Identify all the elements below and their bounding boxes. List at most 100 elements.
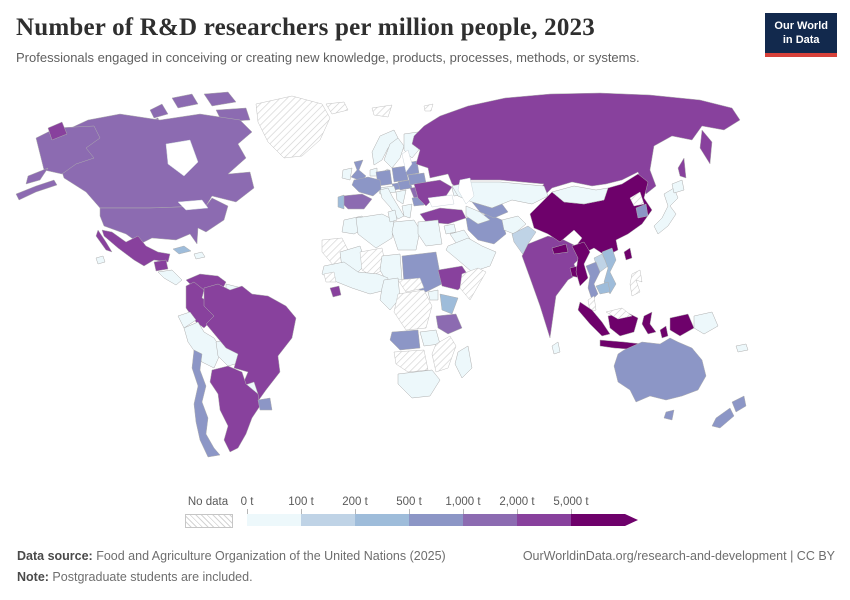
country-australia-tasmania[interactable] <box>663 409 675 421</box>
country-indonesia-sulawesi[interactable] <box>641 311 657 335</box>
country-zimbabwe-mozambique[interactable] <box>431 335 457 373</box>
country-algeria[interactable] <box>355 213 395 249</box>
country-ireland[interactable] <box>341 167 353 181</box>
country-russia[interactable] <box>411 92 741 197</box>
country-tunisia[interactable] <box>387 209 398 223</box>
country-kenya[interactable] <box>439 293 459 315</box>
country-cuba[interactable] <box>172 245 192 255</box>
country-somalia[interactable] <box>459 267 487 301</box>
data-source-line: Data source: Food and Agriculture Organi… <box>17 546 446 567</box>
country-chile[interactable] <box>191 349 221 458</box>
country-greece[interactable] <box>401 203 413 219</box>
country-indonesia-maluku[interactable] <box>659 325 669 339</box>
country-alaska[interactable] <box>25 167 49 185</box>
country-canada[interactable] <box>55 113 255 209</box>
owid-logo-line2: in Data <box>782 33 820 46</box>
legend-bin-swatch[interactable] <box>355 514 409 526</box>
country-mexico-baja[interactable] <box>95 229 113 253</box>
country-angola[interactable] <box>389 329 421 351</box>
legend-bin-swatch[interactable] <box>571 514 625 526</box>
country-svalbard[interactable] <box>371 104 393 118</box>
country-philippines[interactable] <box>629 269 643 297</box>
country-poland[interactable] <box>391 165 409 183</box>
country-greenland[interactable] <box>255 95 331 159</box>
country-uruguay[interactable] <box>257 397 273 411</box>
legend-bin-swatch[interactable] <box>517 514 571 526</box>
legend-color-bar[interactable] <box>247 514 638 526</box>
country-russia-sakhalin[interactable] <box>677 157 687 179</box>
country-nepal[interactable] <box>551 243 569 255</box>
country-vietnam[interactable] <box>601 247 617 295</box>
country-new-zealand-south[interactable] <box>711 407 735 429</box>
world-choropleth-map[interactable] <box>0 88 850 493</box>
country-cameroon-gabon[interactable] <box>379 277 401 311</box>
country-argentina[interactable] <box>209 365 261 453</box>
water-overlays <box>165 139 475 211</box>
country-canada-island[interactable] <box>149 103 169 119</box>
country-portugal[interactable] <box>337 194 345 210</box>
country-australia[interactable] <box>613 337 707 403</box>
country-syria[interactable] <box>443 223 457 235</box>
legend-bin-swatch[interactable] <box>409 514 463 526</box>
country-mongolia[interactable] <box>551 185 609 205</box>
country-mexico[interactable] <box>101 229 171 267</box>
country-turkmenistan[interactable] <box>465 205 491 225</box>
country-myanmar[interactable] <box>571 241 591 287</box>
country-canada-island[interactable] <box>203 91 237 107</box>
country-russia-chukotka[interactable] <box>47 121 68 141</box>
country-taiwan[interactable] <box>623 247 633 261</box>
country-japan[interactable] <box>653 187 679 235</box>
country-france[interactable] <box>351 176 382 197</box>
country-dr-congo[interactable] <box>393 289 433 331</box>
country-malaysia-borneo[interactable] <box>605 307 633 320</box>
country-canada-island[interactable] <box>171 93 199 109</box>
country-hispaniola[interactable] <box>193 251 206 260</box>
legend-bin-swatch[interactable] <box>463 514 517 526</box>
page-title: Number of R&D researchers per million pe… <box>16 14 595 41</box>
country-egypt[interactable] <box>417 219 443 247</box>
country-central-america[interactable] <box>157 269 183 286</box>
country-south-korea[interactable] <box>635 203 649 219</box>
legend-bin-swatch[interactable] <box>301 514 355 526</box>
country-cambodia[interactable] <box>595 281 611 295</box>
country-west-balkans[interactable] <box>395 189 407 205</box>
country-indonesia-sumatra[interactable] <box>577 301 611 337</box>
legend-bin-label: 500 t <box>396 496 422 508</box>
country-aleutian-islands[interactable] <box>15 179 58 201</box>
country-madagascar[interactable] <box>454 345 473 379</box>
country-hawaii[interactable] <box>95 255 106 265</box>
country-india[interactable] <box>521 235 583 339</box>
country-ecuador[interactable] <box>177 311 197 329</box>
country-brazil[interactable] <box>203 283 297 405</box>
country-afghanistan[interactable] <box>501 215 527 235</box>
country-central-african-republic[interactable] <box>397 277 425 293</box>
country-new-caledonia[interactable] <box>735 343 749 353</box>
country-papua-new-guinea[interactable] <box>693 311 719 335</box>
country-tanzania[interactable] <box>435 313 463 335</box>
country-russia-kamchatka[interactable] <box>699 129 713 165</box>
country-new-zealand-north[interactable] <box>731 395 747 413</box>
country-libya[interactable] <box>391 219 421 251</box>
country-usa[interactable] <box>99 197 229 245</box>
country-thailand[interactable] <box>585 261 601 301</box>
country-arctic-islands[interactable] <box>423 103 434 112</box>
country-spain[interactable] <box>339 193 373 210</box>
owid-link[interactable]: OurWorldinData.org/research-and-developm… <box>522 549 835 563</box>
country-arabian-peninsula[interactable] <box>445 237 497 273</box>
legend-bin-label: 200 t <box>342 496 368 508</box>
country-guatemala[interactable] <box>153 259 169 272</box>
country-north-korea[interactable] <box>629 191 645 207</box>
country-south-africa[interactable] <box>397 369 441 399</box>
country-namibia-botswana[interactable] <box>393 349 429 373</box>
legend-bin-swatch[interactable] <box>247 514 301 526</box>
country-niger[interactable] <box>359 247 387 277</box>
legend-no-data-swatch[interactable] <box>185 514 233 528</box>
country-uganda[interactable] <box>427 289 439 301</box>
owid-logo[interactable]: Our World in Data <box>765 13 837 57</box>
country-sri-lanka[interactable] <box>551 341 561 355</box>
country-liberia[interactable] <box>329 285 342 298</box>
country-indonesia-papua[interactable] <box>669 313 695 337</box>
country-japan-hokkaido[interactable] <box>671 179 685 194</box>
country-iceland[interactable] <box>325 101 349 115</box>
country-guinea[interactable] <box>323 271 337 283</box>
